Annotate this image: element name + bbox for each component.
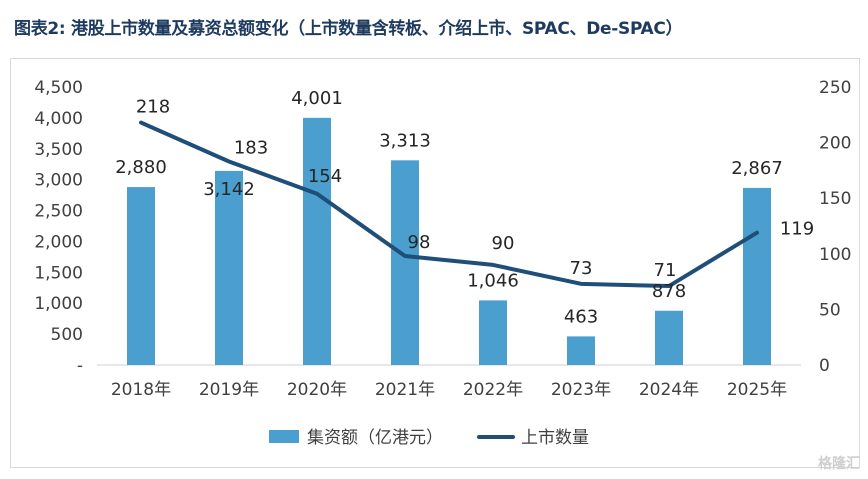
bar-2020年 bbox=[303, 117, 331, 365]
bar-data-label: 2,880 bbox=[115, 157, 167, 178]
y-left-tick-label: 3,000 bbox=[34, 171, 83, 191]
legend-line-label: 上市数量 bbox=[521, 428, 589, 448]
x-tick-label: 2020年 bbox=[287, 380, 347, 400]
x-tick-label: 2022年 bbox=[463, 380, 523, 400]
watermark-logo: 格隆汇 bbox=[818, 456, 860, 472]
line-data-label: 183 bbox=[234, 138, 268, 159]
y-right-tick-label: 200 bbox=[819, 134, 851, 154]
y-right-tick-label: 250 bbox=[819, 78, 851, 98]
bar-2024年 bbox=[655, 310, 683, 365]
chart: -5001,0001,5002,0002,5003,0003,5004,0004… bbox=[34, 78, 851, 448]
line-data-label: 218 bbox=[136, 97, 170, 118]
x-tick-label: 2023年 bbox=[551, 380, 611, 400]
bar-2025年 bbox=[743, 187, 771, 365]
x-tick-label: 2021年 bbox=[375, 380, 435, 400]
bar-2019年 bbox=[215, 170, 243, 365]
y-right-tick-label: 0 bbox=[819, 356, 830, 376]
x-tick-label: 2018年 bbox=[111, 380, 171, 400]
bar-2021年 bbox=[391, 160, 419, 365]
line-data-label: 90 bbox=[492, 233, 515, 254]
line-data-label: 73 bbox=[570, 258, 593, 279]
x-tick-label: 2025年 bbox=[727, 380, 787, 400]
bar-data-label: 1,046 bbox=[467, 270, 519, 291]
y-left-tick-label: 1,500 bbox=[34, 263, 83, 283]
bar-data-label: 3,142 bbox=[203, 179, 255, 200]
bar-data-label: 3,313 bbox=[379, 130, 431, 151]
line-data-label: 71 bbox=[654, 260, 677, 281]
y-left-tick-label: 500 bbox=[51, 325, 83, 345]
y-right-tick-label: 50 bbox=[819, 300, 841, 320]
line-data-label: 154 bbox=[308, 166, 342, 187]
x-tick-label: 2019年 bbox=[199, 380, 259, 400]
y-right-tick-label: 150 bbox=[819, 189, 851, 209]
bar-2018年 bbox=[127, 187, 155, 365]
y-left-tick-label: 2,500 bbox=[34, 202, 83, 222]
line-data-label: 98 bbox=[408, 232, 431, 253]
y-left-tick-label: 4,000 bbox=[34, 109, 83, 129]
bar-data-label: 4,001 bbox=[291, 88, 343, 109]
legend-bar-label: 集资额（亿港元） bbox=[307, 428, 443, 448]
y-right-tick-label: 100 bbox=[819, 245, 851, 265]
y-left-tick-label: 2,000 bbox=[34, 232, 83, 252]
y-left-tick-label: 1,000 bbox=[34, 294, 83, 314]
y-left-tick-label: - bbox=[77, 356, 83, 376]
bar-data-label: 878 bbox=[652, 281, 686, 302]
figure-title: 图表2: 港股上市数量及募资总额变化（上市数量含转板、介绍上市、SPAC、De-… bbox=[14, 19, 683, 39]
bar-2022年 bbox=[479, 300, 507, 365]
chart-frame: -500 1,000 1,500 2,000 2,500 3,000 3,500 4,000 4… bbox=[10, 58, 860, 468]
legend-bar-swatch bbox=[269, 430, 299, 443]
x-tick-label: 2024年 bbox=[639, 380, 699, 400]
y-left-tick-label: 4,500 bbox=[34, 78, 83, 98]
bar-data-label: 463 bbox=[564, 306, 598, 327]
y-left-tick-label: 3,500 bbox=[34, 140, 83, 160]
line-data-label: 119 bbox=[780, 219, 814, 240]
line-series-listings bbox=[139, 120, 759, 289]
bar-2023年 bbox=[567, 336, 595, 365]
bar-data-label: 2,867 bbox=[731, 158, 783, 179]
